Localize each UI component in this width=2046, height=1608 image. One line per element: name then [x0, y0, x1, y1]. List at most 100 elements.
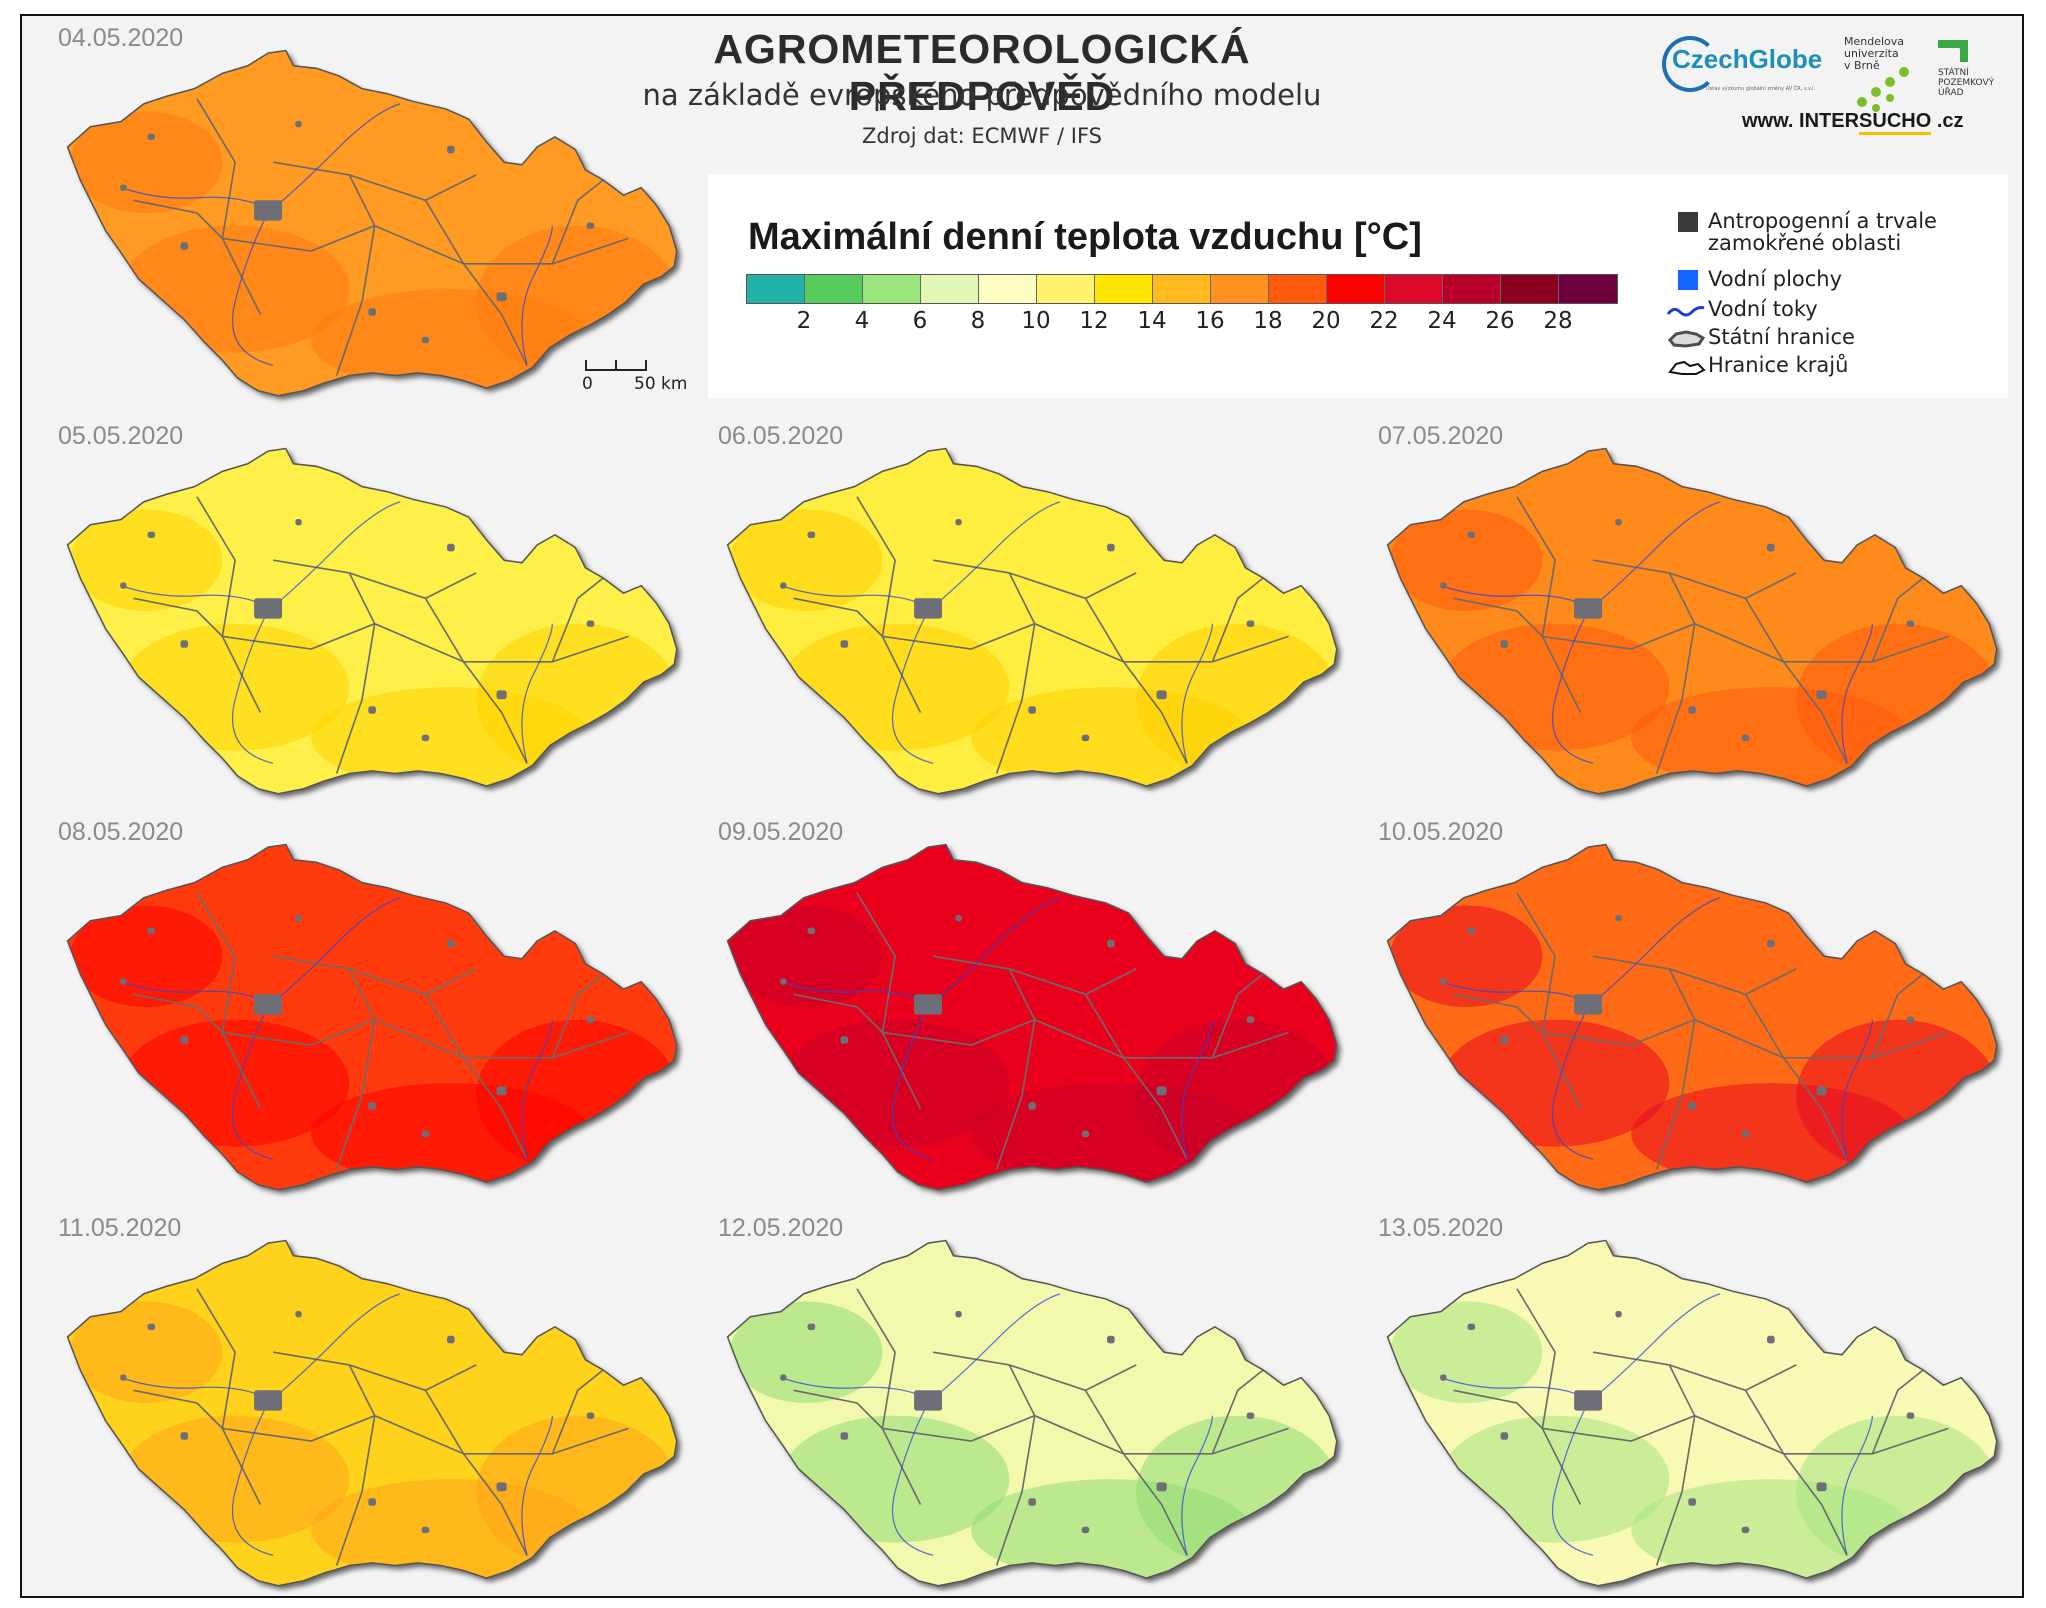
- mendel-logo[interactable]: Mendelova univerzita v Brně: [1844, 35, 1905, 72]
- temperature-zone: [1796, 1019, 1997, 1172]
- river: [521, 225, 554, 366]
- mendel-dots-icon: [1857, 67, 1909, 112]
- state-border: [66, 1239, 678, 1587]
- urban-area: [1028, 1498, 1036, 1506]
- urban-area: [914, 1390, 943, 1411]
- temperature-zone: [1136, 623, 1337, 776]
- state-border: [726, 1239, 1338, 1587]
- forecast-map-panel: 04.05.2020: [32, 18, 692, 408]
- urban-area: [780, 1374, 787, 1381]
- region-border: [995, 572, 1036, 774]
- region-border: [856, 1288, 922, 1505]
- urban-area: [1767, 1335, 1775, 1344]
- urban-area: [1615, 914, 1622, 922]
- colorbar-swatch: [921, 275, 979, 303]
- legend-key-label: Vodní toky: [1708, 297, 1818, 321]
- region-border: [551, 577, 604, 663]
- region-border: [424, 993, 629, 1059]
- region-border: [273, 161, 477, 202]
- urban-area: [1906, 1412, 1915, 1419]
- region-border: [1871, 1369, 1924, 1455]
- river: [267, 501, 401, 612]
- region-border: [1516, 496, 1582, 713]
- temperature-zone: [730, 1301, 883, 1403]
- urban-area: [1081, 1526, 1090, 1534]
- region-border: [196, 98, 262, 315]
- urban-area: [1688, 1102, 1696, 1110]
- colorbar-tick-label: 22: [1369, 308, 1399, 334]
- region-border: [1453, 993, 1543, 1033]
- urban-area: [586, 1016, 595, 1023]
- urban-area: [780, 978, 787, 985]
- forecast-map-panel: 10.05.2020: [1352, 812, 2012, 1202]
- region-border: [1453, 597, 1543, 637]
- colorbar-swatch: [1037, 275, 1095, 303]
- region-border: [1084, 993, 1289, 1059]
- czechglobe-logo-icon: [1662, 36, 1718, 92]
- region-border: [1516, 892, 1582, 1109]
- urban-area: [295, 120, 302, 128]
- region-border: [222, 1018, 464, 1059]
- region-border: [1122, 1057, 1188, 1160]
- temperature-zone: [120, 1415, 350, 1543]
- water-square-icon: [1678, 270, 1698, 290]
- urban-area: [955, 914, 962, 922]
- river: [231, 212, 274, 366]
- temperature-zone: [1390, 905, 1543, 1007]
- region-border: [133, 597, 223, 637]
- scale-end: 50 km: [634, 374, 688, 394]
- region-border: [133, 199, 223, 239]
- colorbar-tick-label: 28: [1543, 308, 1573, 334]
- river: [891, 610, 934, 764]
- river: [1181, 1415, 1214, 1556]
- region-border: [1453, 1389, 1543, 1429]
- intersucho-link[interactable]: www. INTERSUCHO .cz: [1742, 110, 1964, 135]
- region-border: [995, 968, 1036, 1170]
- urban-area: [295, 518, 302, 526]
- region-border: [133, 1389, 223, 1429]
- temperature-zone: [70, 1301, 223, 1403]
- river: [891, 1402, 934, 1556]
- region-border: [1871, 973, 1924, 1059]
- spu-logo-icon: [1938, 40, 1968, 62]
- river: [1551, 1402, 1594, 1556]
- spu-logo[interactable]: STÁTNÍ POZEMKOVÝ ÚŘAD: [1938, 68, 1995, 98]
- river: [1181, 623, 1214, 764]
- river: [1440, 1377, 1581, 1396]
- urban-area: [447, 1335, 455, 1344]
- temperature-zone: [730, 509, 883, 611]
- colorbar-tick-label: 26: [1485, 308, 1515, 334]
- czechglobe-logo[interactable]: CzechGlobe: [1672, 44, 1823, 74]
- urban-area: [180, 640, 189, 648]
- urban-area: [1688, 706, 1696, 714]
- region-border: [793, 597, 883, 637]
- data-source: Zdroj dat: ECMWF / IFS: [862, 124, 1102, 148]
- river: [120, 187, 261, 206]
- river: [231, 1402, 274, 1556]
- urban-area: [496, 690, 507, 700]
- river: [1181, 1019, 1214, 1160]
- region-border: [424, 199, 629, 265]
- urban-area: [807, 1323, 816, 1331]
- region-border: [551, 1369, 604, 1455]
- urban-area: [180, 1432, 189, 1440]
- map-date-label: 09.05.2020: [718, 818, 844, 846]
- urban-area: [1741, 1526, 1750, 1534]
- river: [521, 1415, 554, 1556]
- urban-area: [368, 308, 376, 316]
- temperature-zone: [1440, 1415, 1670, 1543]
- region-border: [1655, 968, 1696, 1170]
- temperature-zone: [70, 905, 223, 1007]
- river: [1841, 1019, 1874, 1160]
- state-border: [1386, 843, 1998, 1191]
- region-border: [1744, 597, 1949, 663]
- urban-area: [1467, 927, 1476, 935]
- region-border: [1542, 1414, 1784, 1455]
- region-border: [462, 661, 528, 764]
- urban-area: [147, 133, 156, 141]
- urban-area: [1467, 531, 1476, 539]
- page-subtitle: na základě evropského předpovědního mode…: [642, 78, 1322, 112]
- urban-area: [780, 582, 787, 589]
- czech-republic-map: [1386, 447, 1998, 795]
- state-border: [1386, 447, 1998, 795]
